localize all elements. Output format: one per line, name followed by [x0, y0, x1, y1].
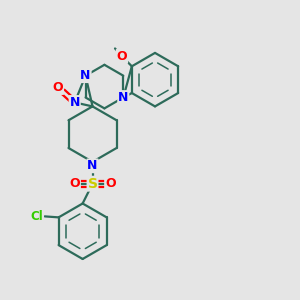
Text: N: N — [70, 96, 80, 109]
Text: N: N — [118, 91, 128, 104]
Text: Cl: Cl — [30, 210, 43, 223]
Text: O: O — [52, 81, 63, 94]
Text: O: O — [117, 50, 127, 63]
Text: S: S — [88, 177, 98, 191]
Text: N: N — [80, 69, 91, 82]
Text: O: O — [69, 177, 80, 190]
Text: N: N — [87, 159, 98, 172]
Text: O: O — [105, 177, 116, 190]
